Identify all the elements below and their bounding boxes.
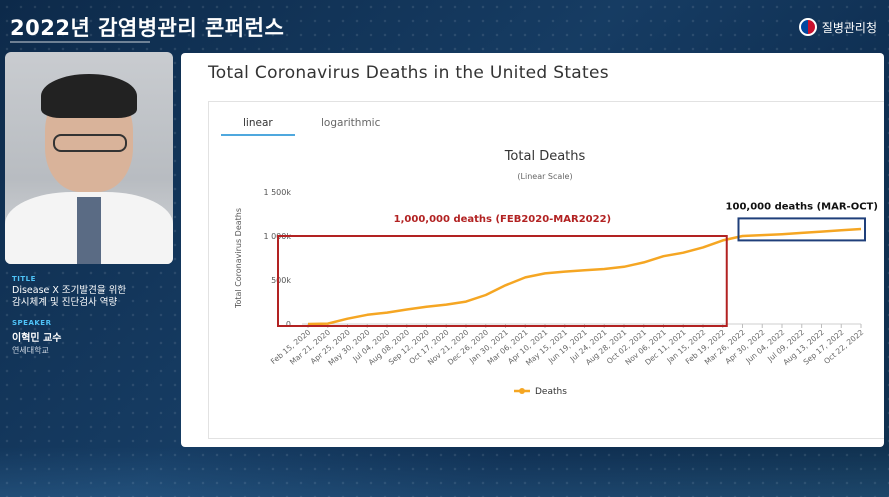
y-tick-label: 0 (286, 320, 291, 329)
speaker-video (5, 52, 173, 264)
slide-title: Total Coronavirus Deaths in the United S… (208, 63, 609, 83)
legend-label: Deaths (535, 387, 567, 397)
bottom-glow (0, 447, 889, 497)
conference-title: 2022년 감염병관리 콘퍼런스 (10, 16, 285, 40)
speaker-glasses (53, 134, 127, 152)
agency-logo-icon (798, 18, 817, 36)
speaker-label: SPEAKER (12, 319, 52, 327)
title-label: TITLE (12, 275, 36, 283)
speaker-tie (77, 197, 101, 264)
chart-frame: linear logarithmic (208, 101, 884, 439)
talk-title-line1: Disease X 조기발견을 위한 (12, 285, 127, 296)
title-underline (10, 41, 150, 43)
annotation-box-red (277, 235, 728, 327)
chart-subtitle: (Linear Scale) (517, 172, 572, 181)
deaths-series-line (307, 227, 862, 326)
y-tick-label: 500k (271, 276, 291, 285)
chart-title: Total Deaths (504, 149, 586, 164)
annotation-box-blue (737, 217, 866, 242)
talk-title-line2: 감시체계 및 진단검사 역량 (12, 297, 118, 308)
talk-info: TITLE Disease X 조기발견을 위한 감시체계 및 진단검사 역량 … (12, 275, 172, 356)
deaths-chart: Total Deaths (Linear Scale) Total Coronavi… (234, 149, 878, 397)
speaker-affiliation: 연세대학교 (12, 346, 49, 355)
active-tab-indicator (221, 134, 295, 136)
tab-linear[interactable]: linear (243, 117, 273, 129)
speaker-name: 이혁민 교수 (12, 333, 62, 344)
agency-name: 질병관리청 (821, 20, 877, 35)
agency-brand: 질병관리청 (798, 18, 877, 36)
legend-marker (519, 388, 525, 394)
y-tick-label: 1 500k (263, 188, 291, 197)
tab-logarithmic[interactable]: logarithmic (321, 117, 381, 129)
annotation-label-red: 1,000,000 deaths (FEB2020-MAR2022) (394, 214, 611, 225)
y-axis-label: Total Coronavirus Deaths (234, 208, 243, 309)
speaker-hair (41, 74, 137, 118)
presentation-slide: Total Coronavirus Deaths in the United S… (181, 53, 884, 447)
annotation-label-blue: 100,000 deaths (MAR-OCT) (726, 201, 878, 212)
